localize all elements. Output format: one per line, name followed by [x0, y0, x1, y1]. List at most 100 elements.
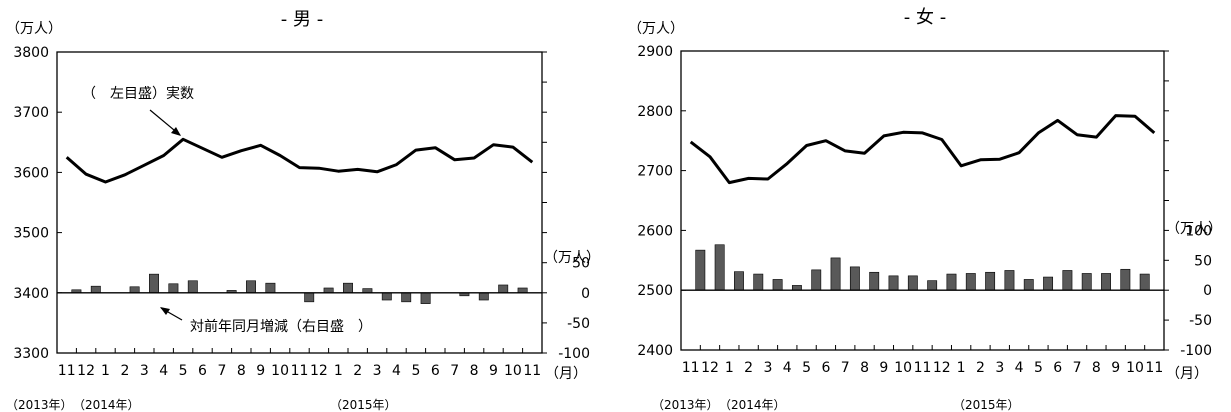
month-unit: （月） [545, 366, 587, 382]
annotation-line-label: （ 左目盛）実数 [82, 86, 194, 102]
change-bar [517, 287, 528, 294]
x-tick-label: 8 [470, 363, 479, 379]
right-tick-label: 0 [1203, 283, 1212, 299]
change-bar [381, 292, 392, 301]
right-axis-unit: （万人） [544, 250, 600, 266]
change-bar [90, 285, 101, 294]
x-tick-label: 9 [1111, 360, 1120, 376]
right-tick-label: -100 [1180, 343, 1212, 359]
year-label: （2013年） [6, 398, 73, 412]
x-tick-label: 9 [256, 363, 265, 379]
change-bar [246, 280, 256, 294]
left-tick-label: 2600 [637, 223, 673, 239]
change-bar [791, 285, 802, 291]
change-bar [187, 280, 198, 294]
chart-female: - 女 - （万人） （万人） （月） （2013年） （2014年） （201… [628, 7, 1222, 412]
x-tick-label: 5 [179, 363, 188, 379]
month-unit: （月） [1166, 366, 1208, 382]
x-tick-label: 11 [291, 363, 309, 379]
change-bar [1023, 279, 1034, 291]
right-tick-label: -100 [558, 346, 590, 362]
year-label: （2015年） [953, 398, 1020, 412]
annotation-bar-label: 対前年同月増減（右目盛 ） [190, 318, 372, 335]
right-axis-unit: （万人） [1166, 221, 1222, 237]
x-tick-label: 9 [489, 363, 498, 379]
change-bar [811, 269, 822, 291]
annotation-line-arrowhead [171, 127, 181, 136]
x-tick-label: 3 [763, 360, 772, 376]
x-tick-label: 3 [373, 363, 382, 379]
x-tick-label: 1 [334, 363, 343, 379]
x-tick-label: 4 [392, 363, 401, 379]
x-tick-label: 5 [411, 363, 420, 379]
left-tick-label: 2400 [637, 343, 673, 359]
year-label: （2014年） [73, 398, 140, 412]
change-bar [420, 292, 431, 304]
x-tick-label: 12 [310, 363, 328, 379]
x-tick-label: 6 [198, 363, 207, 379]
x-tick-label: 4 [1015, 360, 1024, 376]
change-bar [907, 275, 918, 291]
year-label: （2014年） [719, 398, 786, 412]
x-tick-label: 12 [77, 363, 95, 379]
left-tick-label: 3800 [13, 45, 49, 61]
x-tick-label: 2 [744, 360, 753, 376]
x-tick-label: 2 [120, 363, 129, 379]
left-tick-label: 3600 [13, 165, 49, 181]
x-tick-label: 1 [725, 360, 734, 376]
x-tick-label: 2 [353, 363, 362, 379]
x-tick-label: 6 [431, 363, 440, 379]
x-tick-label: 10 [504, 363, 522, 379]
left-axis-unit: （万人） [6, 21, 62, 37]
year-label: （2013年） [652, 398, 719, 412]
x-tick-label: 10 [271, 363, 289, 379]
change-bar [869, 271, 880, 291]
change-bar [849, 266, 860, 291]
x-tick-label: 2 [976, 360, 985, 376]
x-tick-label: 8 [237, 363, 246, 379]
change-bar [304, 292, 315, 303]
right-tick-label: -50 [1189, 313, 1212, 329]
plot-frame [680, 50, 1165, 351]
change-bar [734, 271, 744, 291]
change-bar [830, 257, 841, 291]
x-tick-label: 10 [1126, 360, 1144, 376]
right-tick-label: -50 [567, 316, 590, 332]
change-bar [985, 271, 996, 291]
change-bar [695, 249, 706, 291]
right-tick-label: 50 [572, 256, 590, 272]
change-bar [323, 287, 334, 294]
change-bar [1062, 270, 1073, 291]
change-bar [1139, 273, 1150, 291]
count-line [689, 114, 1156, 185]
change-bar [1120, 268, 1131, 291]
change-bar [714, 244, 725, 291]
right-tick-label: 50 [1194, 253, 1212, 269]
x-tick-label: 8 [1092, 360, 1101, 376]
left-tick-label: 3700 [13, 105, 49, 121]
change-bar [343, 282, 353, 294]
x-tick-label: 7 [1073, 360, 1082, 376]
left-tick-label: 3300 [13, 346, 49, 362]
chart-title: - 女 - [904, 7, 946, 28]
x-tick-label: 5 [1034, 360, 1043, 376]
change-bar [129, 286, 140, 294]
change-bar [1101, 273, 1111, 291]
x-tick-label: 10 [894, 360, 912, 376]
annotation-bar-arrowhead [160, 307, 170, 315]
x-tick-label: 6 [1053, 360, 1062, 376]
x-tick-label: 7 [450, 363, 459, 379]
change-bar [965, 273, 976, 291]
x-tick-label: 3 [995, 360, 1004, 376]
year-label: （2015年） [330, 398, 397, 412]
left-tick-label: 2500 [637, 283, 673, 299]
x-tick-label: 11 [58, 363, 76, 379]
right-tick-label: 100 [1185, 223, 1212, 239]
left-tick-label: 3500 [13, 226, 49, 242]
left-tick-label: 2700 [637, 164, 673, 180]
change-bar [772, 279, 783, 291]
change-bar [888, 275, 899, 291]
change-bar [1081, 273, 1092, 291]
x-tick-label: 12 [933, 360, 951, 376]
